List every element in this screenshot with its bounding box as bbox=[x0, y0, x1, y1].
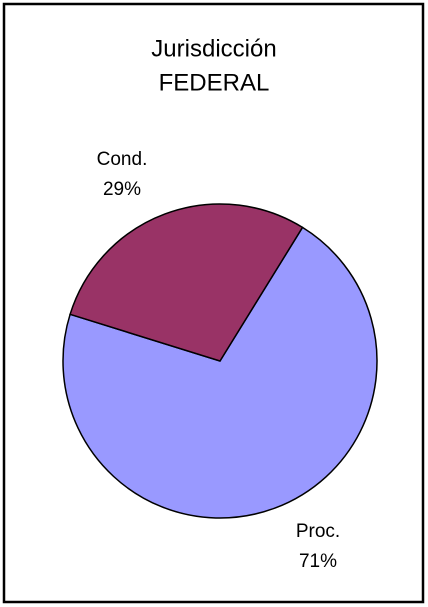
slice-label: Cond. bbox=[97, 149, 148, 170]
pie-slice bbox=[62, 226, 378, 519]
pie-slice bbox=[69, 203, 304, 362]
chart-title: Jurisdicción bbox=[151, 35, 276, 62]
chart-title: FEDERAL bbox=[159, 69, 270, 96]
slice-label: Proc. bbox=[296, 521, 340, 542]
slice-value-label: 29% bbox=[103, 179, 141, 200]
slice-value-label: 71% bbox=[299, 551, 337, 572]
